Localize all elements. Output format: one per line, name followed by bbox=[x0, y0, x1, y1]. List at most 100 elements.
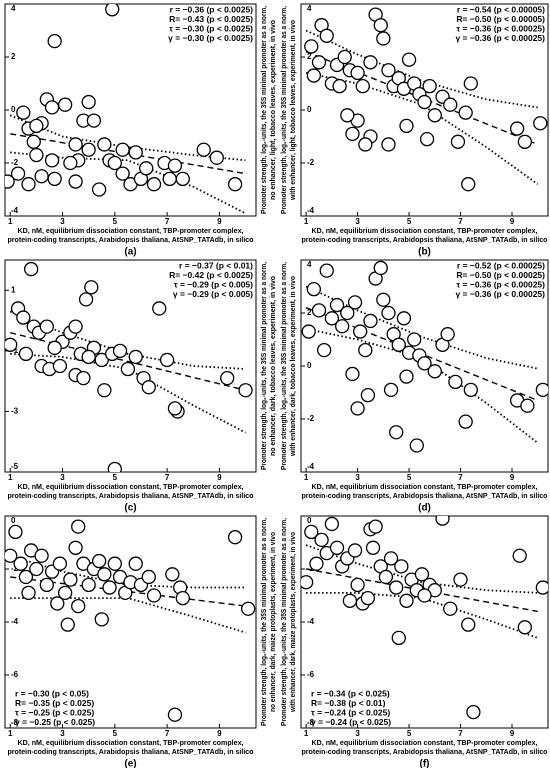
data-point bbox=[139, 161, 154, 176]
data-point bbox=[340, 305, 355, 321]
stat-line: r = −0.34 (p < 0.025) bbox=[311, 688, 390, 698]
y-tick-label: 2 bbox=[307, 52, 312, 61]
data-point bbox=[81, 349, 96, 365]
data-point bbox=[363, 313, 378, 329]
x-tick-label: 7 bbox=[458, 217, 463, 226]
x-tick-label: 5 bbox=[113, 217, 118, 226]
data-point bbox=[520, 398, 535, 413]
data-point bbox=[355, 79, 370, 94]
data-point bbox=[97, 137, 112, 152]
data-point bbox=[396, 311, 412, 326]
data-point bbox=[319, 263, 334, 278]
stat-line: r = −0.37 (p < 0.01) bbox=[179, 260, 253, 270]
x-tick-label: 9 bbox=[510, 473, 515, 482]
x-tick-label: 1 bbox=[8, 217, 13, 226]
data-point bbox=[175, 591, 190, 606]
stat-line: γ = −0.30 (p < 0.0025) bbox=[168, 33, 253, 43]
data-point bbox=[76, 370, 91, 386]
data-point bbox=[47, 340, 62, 355]
plot-frame bbox=[4, 259, 257, 473]
y-tick-label: 4 bbox=[307, 4, 312, 13]
x-tick-label: 3 bbox=[60, 473, 65, 482]
data-point bbox=[81, 94, 96, 110]
data-point bbox=[159, 352, 175, 368]
data-point bbox=[345, 126, 360, 142]
stat-line: γ = −0.36 (p < 0.00025) bbox=[455, 289, 545, 299]
data-point bbox=[102, 580, 117, 595]
y-tick-label: -6 bbox=[11, 670, 19, 679]
stat-line: τ = −0.36 (p < 0.00025) bbox=[456, 23, 545, 33]
data-point bbox=[16, 105, 31, 120]
y-axis-label: Promoter strength, log₂-units, the 35S m… bbox=[281, 6, 288, 214]
data-point bbox=[29, 118, 44, 134]
x-tick-label: 9 bbox=[510, 729, 515, 738]
data-point bbox=[146, 177, 162, 192]
stat-line: r = −0.30 (p < 0.05) bbox=[15, 688, 89, 698]
data-point bbox=[63, 572, 78, 587]
data-point bbox=[332, 79, 347, 94]
stat-line: r = −0.54 (p < 0.00005) bbox=[457, 4, 545, 14]
data-point bbox=[335, 319, 350, 334]
data-point bbox=[347, 543, 363, 558]
stat-line: τ = −0.36 (p < 0.00025) bbox=[456, 279, 545, 289]
data-point bbox=[360, 387, 376, 403]
y-tick-label: -1 bbox=[11, 346, 19, 355]
stat-line: R= −0.42 (p < 0.0025) bbox=[169, 270, 253, 280]
data-point bbox=[13, 556, 28, 571]
data-point bbox=[535, 580, 548, 595]
data-point bbox=[241, 601, 256, 616]
x-tick-label: 3 bbox=[355, 217, 360, 226]
x-axis-label: protein-coding transcripts, Arabidopsis … bbox=[302, 749, 548, 756]
y-axis-label: Promoter strength, log₂-units, the 35S m… bbox=[261, 6, 268, 214]
data-point bbox=[535, 382, 548, 397]
stat-line: τ = −0.24 (p < 0.025) bbox=[311, 707, 390, 717]
data-point bbox=[319, 28, 334, 43]
data-point bbox=[353, 324, 368, 339]
data-point bbox=[44, 100, 60, 115]
data-point bbox=[209, 150, 224, 165]
data-point bbox=[52, 358, 68, 374]
data-point bbox=[167, 158, 183, 173]
data-point bbox=[91, 182, 107, 197]
data-point bbox=[458, 105, 473, 120]
x-axis-label: KD, nM, equilibrium dissociation constan… bbox=[18, 740, 244, 747]
y-tick-label: -4 bbox=[11, 206, 19, 215]
data-point bbox=[368, 519, 383, 534]
data-point bbox=[91, 553, 107, 569]
data-point bbox=[435, 516, 450, 526]
y-tick-label: -2 bbox=[11, 158, 19, 167]
data-point bbox=[162, 171, 177, 187]
data-point bbox=[389, 425, 404, 440]
data-point bbox=[10, 166, 26, 181]
stat-line: τ = −0.25 (p < 0.025) bbox=[15, 707, 94, 717]
y-tick-label: -6 bbox=[307, 670, 315, 679]
data-point bbox=[227, 177, 243, 192]
data-point bbox=[311, 303, 327, 318]
data-point bbox=[342, 593, 358, 608]
stat-line: R= −0.50 (p < 0.00005) bbox=[456, 14, 545, 24]
data-point bbox=[21, 177, 36, 192]
data-point bbox=[238, 383, 253, 398]
regression-line bbox=[10, 332, 246, 391]
data-point bbox=[358, 137, 373, 152]
data-point bbox=[417, 94, 432, 110]
data-point bbox=[350, 577, 365, 593]
data-point bbox=[440, 327, 455, 342]
y-axis-label: no enhancer, dark, maize protoplasts, ex… bbox=[270, 532, 277, 712]
data-point bbox=[389, 580, 404, 595]
x-tick-label: 9 bbox=[217, 217, 222, 226]
data-point bbox=[391, 337, 406, 352]
data-point bbox=[443, 97, 458, 112]
data-point bbox=[146, 588, 162, 603]
data-point bbox=[347, 295, 363, 310]
panel-label: (e) bbox=[124, 759, 136, 768]
data-point bbox=[52, 556, 68, 571]
x-tick-label: 1 bbox=[304, 473, 309, 482]
data-point bbox=[63, 155, 78, 171]
data-point bbox=[414, 567, 430, 582]
data-point bbox=[376, 292, 391, 307]
data-point bbox=[128, 349, 143, 365]
data-point bbox=[314, 532, 329, 547]
data-point bbox=[26, 134, 41, 149]
y-tick-label: -2 bbox=[11, 564, 19, 573]
